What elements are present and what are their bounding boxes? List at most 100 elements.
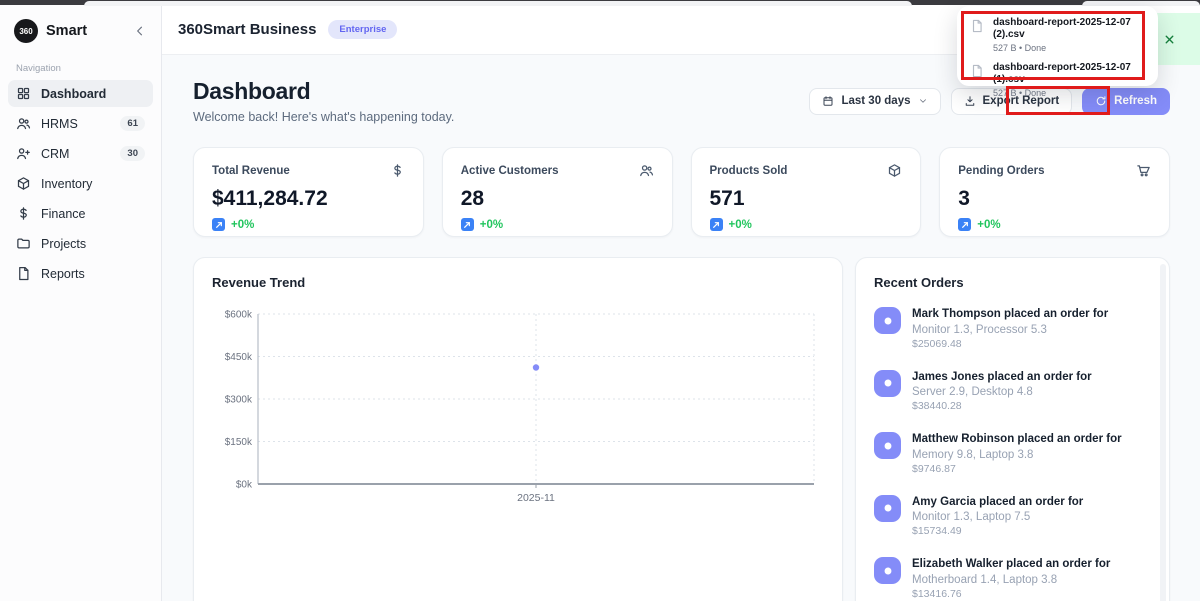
browser-tab-strip <box>0 0 1200 6</box>
package-icon <box>16 176 31 191</box>
sidebar-item-label: CRM <box>41 146 70 161</box>
downloads-popup: dashboard-report-2025-12-07 (2).csv 527 … <box>957 6 1158 98</box>
nav-section-label: Navigation <box>16 63 61 74</box>
dashboard-content: Dashboard Welcome back! Here's what's ha… <box>162 55 1200 601</box>
stat-label: Total Revenue <box>212 164 290 177</box>
page-title: Dashboard <box>193 78 311 104</box>
sidebar-item-hrms[interactable]: HRMS 61 <box>8 110 153 137</box>
sidebar-item-label: HRMS <box>41 116 78 131</box>
order-list-item[interactable]: Matthew Robinson placed an order for Mem… <box>874 432 1151 475</box>
sidebar-item-label: Dashboard <box>41 86 107 101</box>
dot-icon <box>879 437 897 455</box>
order-products: Server 2.9, Desktop 4.8 <box>912 386 1033 399</box>
sidebar-item-label: Finance <box>41 206 86 221</box>
order-list-item[interactable]: Mark Thompson placed an order for Monito… <box>874 307 1151 350</box>
order-customer: Elizabeth Walker placed an order for <box>912 558 1111 571</box>
dot-icon <box>879 374 897 392</box>
stat-active-customers: Active Customers 28 +0% <box>441 147 673 237</box>
file-icon <box>970 63 984 79</box>
order-list-item[interactable]: Amy Garcia placed an order for Monitor 1… <box>874 494 1151 538</box>
dot-icon <box>879 499 897 517</box>
date-range-dropdown[interactable]: Last 30 days <box>809 87 941 115</box>
download-file-name: dashboard-report-2025-12-07 (1).csv <box>993 62 1131 85</box>
refresh-label: Refresh <box>1114 95 1157 107</box>
dashboard-icon <box>16 86 31 101</box>
file-icon <box>970 18 984 34</box>
sidebar-item-badge: 30 <box>120 146 145 161</box>
svg-text:$0k: $0k <box>236 480 253 491</box>
sidebar-item-reports[interactable]: Reports <box>8 260 153 287</box>
package-icon <box>887 163 902 178</box>
sidebar-item-crm[interactable]: CRM 30 <box>8 140 153 167</box>
toast-close-icon[interactable] <box>1163 33 1176 46</box>
stat-change: +0% <box>231 218 255 231</box>
sidebar-item-inventory[interactable]: Inventory <box>8 170 153 197</box>
calendar-icon <box>822 95 834 107</box>
order-amount: $38440.28 <box>912 400 962 413</box>
user-plus-icon <box>16 146 31 161</box>
sidebar-item-dashboard[interactable]: Dashboard <box>8 80 153 107</box>
cart-icon <box>1136 163 1151 178</box>
order-customer: Mark Thompson placed an order for <box>912 308 1109 320</box>
revenue-chart: $0k $150k $300k $450k $600k 2025-11 <box>225 310 815 504</box>
svg-text:$150k: $150k <box>225 437 253 448</box>
order-customer: Amy Garcia placed an order for <box>912 495 1084 508</box>
brand-name: Smart <box>46 23 88 39</box>
dollar-icon <box>390 163 405 178</box>
stat-total-revenue: Total Revenue $411,284.72 +0% <box>193 147 424 237</box>
users-icon <box>639 163 654 178</box>
stat-label: Active Customers <box>460 164 559 177</box>
trend-up-icon <box>958 218 972 231</box>
orders-scrollbar[interactable] <box>1160 264 1166 601</box>
download-item[interactable]: dashboard-report-2025-12-07 (2).csv 527 … <box>970 17 1145 53</box>
plan-badge: Enterprise <box>328 20 398 39</box>
sidebar-item-projects[interactable]: Projects <box>8 230 153 257</box>
dot-icon <box>879 312 897 330</box>
stat-value: 28 <box>460 187 485 210</box>
download-icon <box>964 95 976 107</box>
download-item[interactable]: dashboard-report-2025-12-07 (1).csv 527 … <box>970 62 1145 98</box>
download-file-name: dashboard-report-2025-12-07 (2).csv <box>993 17 1131 40</box>
dot-icon <box>879 562 897 580</box>
order-list-item[interactable]: James Jones placed an order for Server 2… <box>874 369 1151 413</box>
order-customer: Matthew Robinson placed an order for <box>912 433 1122 446</box>
date-range-label: Last 30 days <box>841 95 911 107</box>
svg-text:$300k: $300k <box>225 395 253 406</box>
svg-text:$450k: $450k <box>225 352 253 363</box>
sidebar-item-badge: 61 <box>120 116 145 131</box>
stat-cards: Total Revenue $411,284.72 +0% <box>193 147 1170 237</box>
order-amount: $13416.76 <box>912 587 962 600</box>
sidebar-item-finance[interactable]: Finance <box>8 200 153 227</box>
export-report-label: Export Report <box>982 95 1060 107</box>
collapse-sidebar-button[interactable] <box>133 24 147 38</box>
download-file-meta: 527 B • Done <box>993 88 1047 98</box>
stat-change: +0% <box>977 218 1001 231</box>
sidebar: 360 Smart Navigation Dashboard HRMS <box>0 5 162 601</box>
browser-tab <box>1082 1 1200 6</box>
chevron-down-icon <box>918 96 928 106</box>
svg-text:$600k: $600k <box>225 310 253 321</box>
dollar-icon <box>16 206 31 221</box>
stat-value: $411,284.72 <box>212 187 328 210</box>
stat-products-sold: Products Sold 571 +0% <box>690 147 922 237</box>
refresh-button[interactable]: Refresh <box>1082 87 1170 115</box>
order-amount: $25069.48 <box>912 337 962 350</box>
order-avatar <box>874 432 901 460</box>
svg-text:2025-11: 2025-11 <box>517 492 555 504</box>
order-products: Monitor 1.3, Laptop 7.5 <box>912 511 1031 524</box>
order-list-item[interactable]: Elizabeth Walker placed an order for Mot… <box>874 557 1151 600</box>
recent-orders-card: Recent Orders Mark Thompson placed an or… <box>855 257 1170 601</box>
sidebar-item-label: Inventory <box>41 176 93 191</box>
file-icon <box>16 266 31 281</box>
stat-pending-orders: Pending Orders 3 +0% <box>939 147 1170 237</box>
recent-orders-title: Recent Orders <box>874 275 964 290</box>
order-products: Monitor 1.3, Processor 5.3 <box>912 323 1047 336</box>
order-amount: $9746.87 <box>912 462 956 475</box>
download-file-meta: 527 B • Done <box>993 43 1047 53</box>
order-avatar <box>874 307 901 334</box>
sidebar-item-label: Reports <box>41 266 85 281</box>
folder-icon <box>16 236 31 251</box>
revenue-trend-card: Revenue Trend $0k $150k $300k $450k $600k 202… <box>193 257 843 601</box>
order-amount: $15734.49 <box>912 525 962 538</box>
